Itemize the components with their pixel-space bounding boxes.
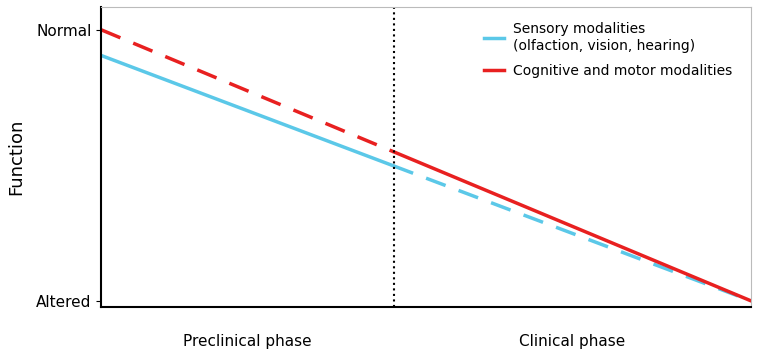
Legend: Sensory modalities
(olfaction, vision, hearing), Cognitive and motor modalities: Sensory modalities (olfaction, vision, h… (478, 17, 738, 83)
Text: Clinical phase: Clinical phase (519, 334, 625, 348)
Text: Preclinical phase: Preclinical phase (183, 334, 312, 348)
Y-axis label: Function: Function (7, 119, 25, 195)
